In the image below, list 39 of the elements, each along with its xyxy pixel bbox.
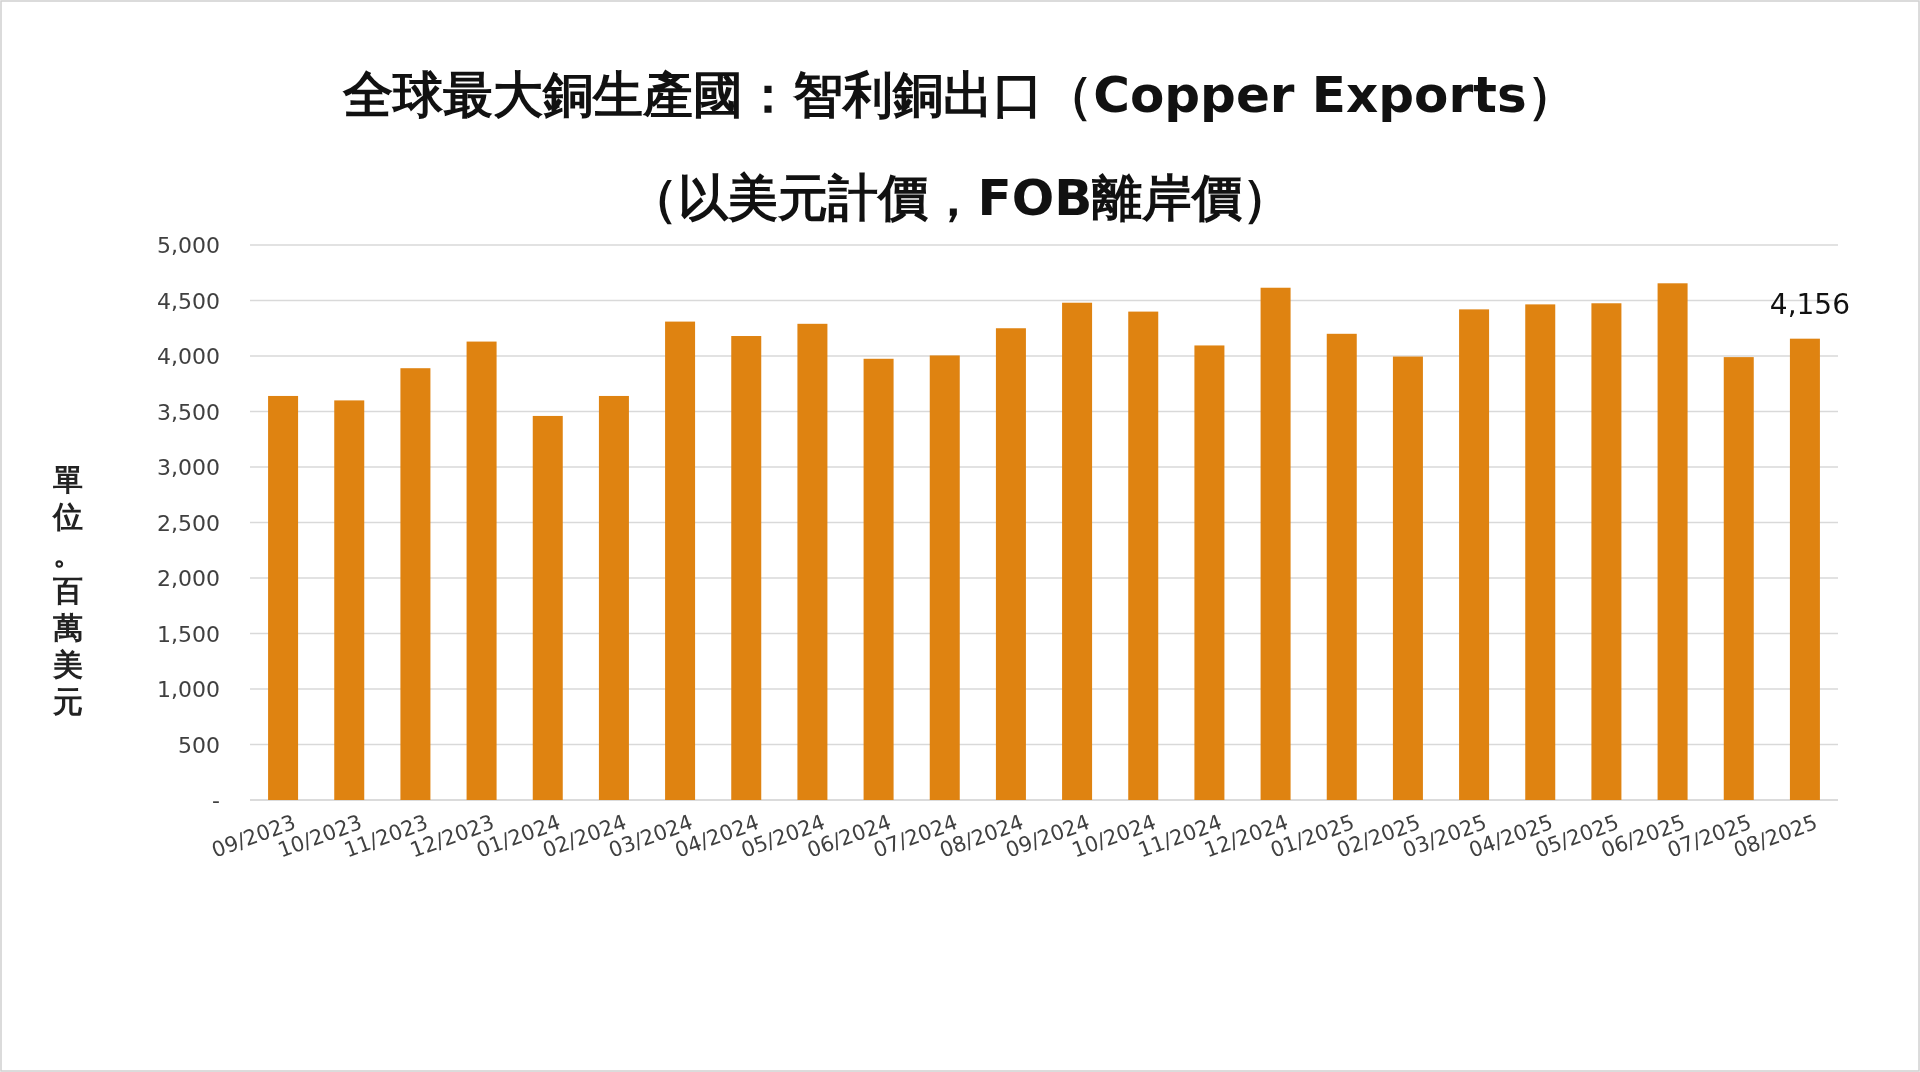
bar	[1591, 303, 1622, 800]
bar	[929, 355, 960, 800]
bar	[400, 368, 431, 800]
bar	[731, 336, 762, 800]
y-tick-label: 4,000	[157, 344, 220, 369]
bar	[1789, 338, 1820, 800]
chart-title: 全球最大銅生產國：智利銅出口（Copper Exports）	[342, 66, 1577, 124]
bar	[268, 395, 299, 800]
bar	[1260, 287, 1291, 800]
data-label: 4,156	[1769, 287, 1850, 321]
bar	[863, 358, 894, 800]
y-tick-label: 3,500	[157, 399, 220, 425]
ylabel: 單位。百萬美元	[53, 462, 83, 719]
y-tick-label: 4,500	[157, 288, 220, 314]
bar	[1062, 302, 1093, 800]
bar	[598, 395, 629, 800]
bar	[1525, 304, 1556, 800]
bar	[334, 400, 365, 800]
bar	[1128, 311, 1159, 800]
bar	[1194, 345, 1225, 800]
bar	[797, 323, 828, 800]
bar	[532, 415, 563, 800]
chart-subtitle: （以美元計價，FOB離岸價）	[627, 169, 1293, 227]
y-tick-label: 1,000	[157, 677, 220, 702]
bar	[1326, 333, 1357, 800]
bar	[665, 321, 696, 800]
bar	[1459, 309, 1490, 800]
bar	[1392, 356, 1423, 800]
y-tick-label: 500	[178, 732, 220, 758]
y-tick-label: 2,000	[157, 566, 220, 591]
bar	[995, 328, 1026, 800]
y-tick-label: 5,000	[157, 233, 220, 258]
bar	[1657, 283, 1688, 800]
bar	[1723, 357, 1754, 800]
y-tick-label: 3,000	[157, 455, 220, 480]
y-tick-label: 1,500	[157, 621, 220, 647]
y-tick-label: 2,500	[157, 510, 220, 536]
y-tick-label: -	[212, 788, 220, 813]
bar	[466, 341, 497, 800]
